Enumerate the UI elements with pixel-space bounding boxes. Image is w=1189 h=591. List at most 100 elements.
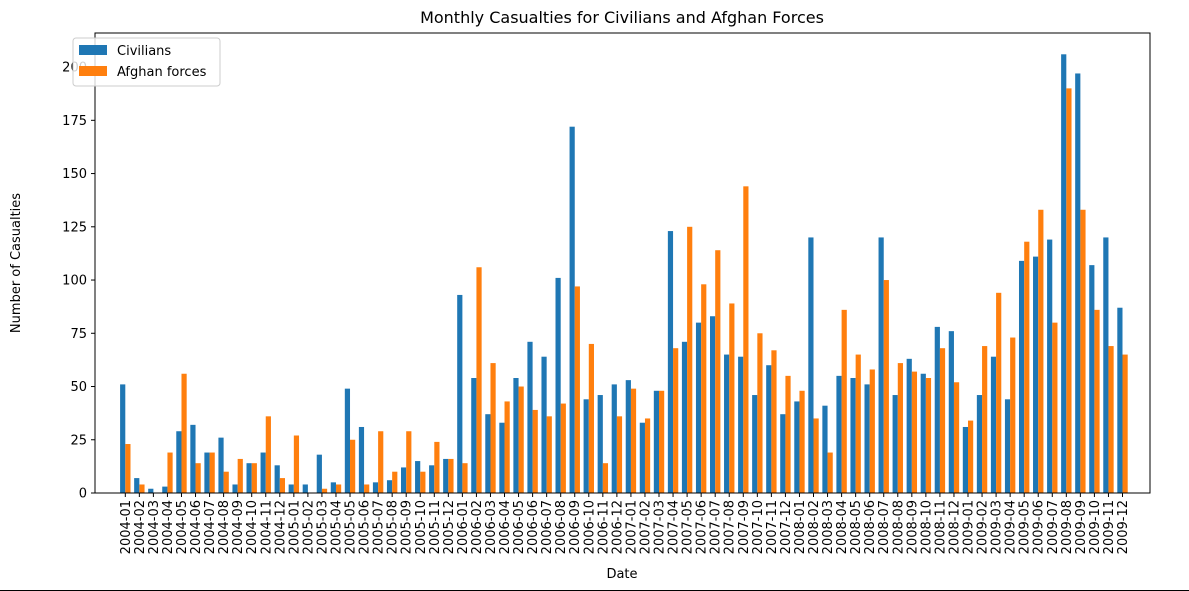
bar-afghan-forces-2005-09 [406,431,412,493]
bar-afghan-forces-2007-04 [673,348,679,493]
x-tick-label: 2006-02 [470,500,485,554]
bar-afghan-forces-2008-12 [953,382,960,493]
bar-civilians-2008-07 [878,237,884,493]
x-tick-label: 2007-02 [638,500,653,554]
bar-afghan-forces-2005-07 [378,431,384,493]
bars-group [120,54,1128,494]
bar-afghan-forces-2009-08 [1066,88,1072,494]
bar-civilians-2008-10 [920,373,926,493]
x-tick-label: 2009-11 [1102,500,1117,554]
y-tick-label: 175 [62,114,87,129]
x-tick-label: 2006-01 [456,500,471,554]
bar-afghan-forces-2004-02 [139,484,145,493]
bar-civilians-2005-12 [443,458,449,493]
bar-afghan-forces-2005-05 [350,439,356,493]
y-axis-title: Number of Casualties [9,193,24,333]
legend-swatch-afghan-forces [79,66,107,76]
x-tick-label: 2004-04 [161,500,176,554]
x-tick-label: 2006-07 [540,500,555,554]
bar-afghan-forces-2005-12 [448,458,454,493]
bar-afghan-forces-2009-11 [1108,346,1114,493]
bar-civilians-2007-07 [710,316,716,493]
plot-frame [94,32,1151,494]
bar-afghan-forces-2008-09 [911,371,918,493]
bar-afghan-forces-2004-05 [181,373,187,493]
bar-civilians-2004-06 [190,424,196,493]
bar-civilians-2009-01 [962,426,969,493]
bar-afghan-forces-2005-06 [364,484,370,493]
bar-afghan-forces-2004-11 [265,416,271,493]
bar-afghan-forces-2005-04 [335,484,342,493]
bar-civilians-2007-11 [766,365,772,493]
bar-afghan-forces-2005-03 [321,488,328,493]
x-tick-label: 2007-05 [681,500,696,554]
bar-civilians-2007-10 [752,395,758,493]
x-tick-label: 2009-10 [1088,500,1103,554]
x-tick-label: 2009-04 [1004,500,1019,554]
x-tick-label: 2006-06 [526,500,541,554]
bar-civilians-2006-02 [471,378,477,493]
bar-afghan-forces-2006-12 [616,416,623,493]
x-tick-label: 2009-07 [1046,500,1061,554]
x-tick-label: 2008-01 [793,500,808,554]
x-tick-label: 2008-06 [863,500,878,554]
bar-civilians-2005-01 [288,484,294,493]
bar-afghan-forces-2008-08 [897,363,903,493]
x-tick-label: 2006-08 [554,500,569,554]
bar-afghan-forces-2007-12 [785,375,791,493]
bar-civilians-2004-10 [246,463,252,493]
bar-civilians-2005-10 [415,461,421,493]
bar-afghan-forces-2007-03 [659,390,665,493]
x-tick-label: 2009-06 [1032,500,1047,554]
x-tick-label: 2008-12 [947,500,962,554]
bar-civilians-2004-09 [232,484,238,493]
bar-afghan-forces-2007-08 [729,303,735,493]
bar-civilians-2007-12 [780,414,786,493]
x-tick-label: 2005-05 [344,500,359,554]
bar-civilians-2009-09 [1075,73,1081,494]
bar-civilians-2009-02 [976,395,983,493]
x-tick-label: 2005-08 [386,500,401,554]
bar-civilians-2007-01 [625,380,631,493]
x-tick-label: 2004-03 [147,500,162,554]
x-tick-label: 2006-09 [568,500,583,554]
bar-afghan-forces-2004-01 [125,444,131,493]
x-tick-label: 2005-09 [400,500,415,554]
bar-afghan-forces-2009-06 [1038,209,1044,493]
x-tick-label: 2007-09 [737,500,752,554]
x-tick-label: 2008-10 [919,500,934,554]
bar-civilians-2006-03 [485,414,491,493]
x-tick-label: 2004-05 [175,500,190,554]
bar-afghan-forces-2006-10 [588,343,594,493]
bar-civilians-2009-12 [1117,307,1123,493]
x-tick-label: 2006-12 [610,500,625,554]
bar-afghan-forces-2009-01 [968,420,974,493]
x-tick-label: 2008-04 [835,500,850,554]
bar-civilians-2006-01 [457,294,463,493]
bar-afghan-forces-2006-08 [560,403,566,493]
x-tick-label: 2008-03 [821,500,836,554]
bar-civilians-2009-04 [1004,399,1011,493]
x-tick-label: 2005-11 [428,500,443,554]
bar-afghan-forces-2007-02 [644,418,651,493]
bar-civilians-2006-10 [583,399,589,493]
x-tick-label: 2005-06 [358,500,373,554]
bar-civilians-2006-07 [541,356,547,493]
bar-civilians-2004-08 [218,437,224,493]
bar-civilians-2009-03 [990,356,997,493]
x-tick-label: 2009-01 [962,500,977,554]
x-tick-label: 2004-02 [133,500,148,554]
bar-afghan-forces-2006-09 [574,286,580,493]
bar-afghan-forces-2007-06 [701,284,707,493]
x-tick-label: 2004-11 [259,500,274,554]
y-tick-label: 25 [70,433,87,448]
x-tick-label: 2004-12 [273,500,288,554]
bar-afghan-forces-2004-07 [209,452,215,493]
x-tick-label: 2005-01 [287,500,302,554]
bar-civilians-2008-11 [934,326,940,493]
bar-civilians-2006-06 [527,341,533,493]
bar-civilians-2004-03 [148,488,154,493]
